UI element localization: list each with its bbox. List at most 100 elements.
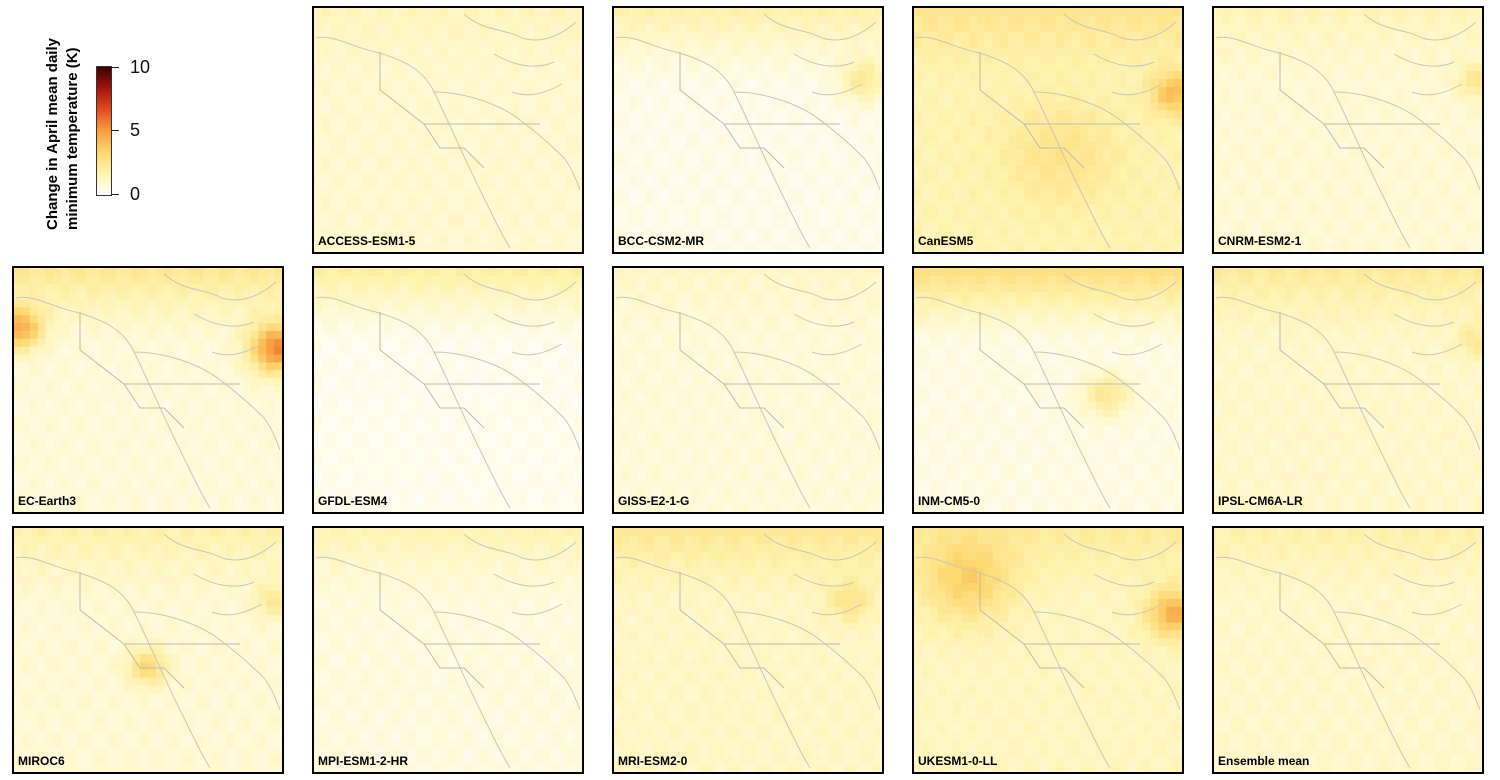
heatmap-cell xyxy=(1316,15,1325,25)
heatmap-cell xyxy=(1458,110,1467,119)
heatmap-cell xyxy=(1426,39,1436,48)
heatmap-cell xyxy=(345,196,355,206)
heatmap-cell xyxy=(187,323,196,332)
heatmap-cell xyxy=(953,31,962,41)
colorbar-tick-0 xyxy=(111,194,119,195)
heatmap-cell xyxy=(629,23,639,33)
heatmap-cell xyxy=(755,181,765,190)
heatmap-cell xyxy=(1103,157,1112,167)
heatmap-cell xyxy=(518,133,528,143)
heatmap-cell xyxy=(503,126,512,135)
heatmap-cell xyxy=(100,417,110,427)
heatmap-cell xyxy=(353,110,362,119)
heatmap-cell xyxy=(361,15,370,25)
heatmap-cell xyxy=(329,70,339,80)
heatmap-cell xyxy=(1055,212,1065,222)
heatmap-cell xyxy=(424,173,433,182)
heatmap-cell xyxy=(1340,63,1349,72)
heatmap-cell xyxy=(353,173,362,182)
heatmap-cell xyxy=(621,204,631,214)
heatmap-cell xyxy=(1142,94,1152,104)
heatmap-cell xyxy=(1395,118,1404,127)
heatmap-cell xyxy=(692,157,702,167)
heatmap-cell xyxy=(1063,86,1073,96)
heatmap-cell xyxy=(566,86,575,96)
heatmap-cell xyxy=(992,165,1002,174)
heatmap-cell xyxy=(1284,126,1294,135)
heatmap-cell xyxy=(1474,228,1482,237)
heatmap-cell xyxy=(132,378,141,387)
heatmap-cell xyxy=(77,433,86,442)
heatmap-cell xyxy=(1221,86,1231,96)
heatmap-cell xyxy=(45,354,55,364)
heatmap-cell xyxy=(187,409,196,419)
heatmap-cell xyxy=(984,133,994,143)
heatmap-cell xyxy=(242,299,252,308)
heatmap-cell xyxy=(140,323,149,332)
heatmap-cell xyxy=(1237,173,1247,182)
heatmap-cell xyxy=(661,8,670,17)
heatmap-cell xyxy=(669,23,678,33)
heatmap-cell xyxy=(69,299,78,308)
heatmap-cell xyxy=(1426,8,1436,17)
heatmap-cell xyxy=(771,220,781,229)
heatmap-cell xyxy=(684,102,694,111)
heatmap-cell xyxy=(179,330,189,340)
heatmap-cell xyxy=(977,63,986,72)
heatmap-cell xyxy=(977,78,986,88)
heatmap-cell xyxy=(242,330,252,340)
heatmap-cell xyxy=(969,133,978,143)
heatmap-cell xyxy=(684,220,694,229)
heatmap-cell xyxy=(1292,118,1302,127)
heatmap-cell xyxy=(984,31,994,41)
heatmap-cell xyxy=(1166,8,1175,17)
heatmap-cell xyxy=(629,126,639,135)
heatmap-cell xyxy=(1008,181,1018,190)
heatmap-cell xyxy=(700,133,710,143)
heatmap-cell xyxy=(842,204,852,214)
heatmap-cell xyxy=(1221,165,1231,174)
heatmap-cell xyxy=(1016,133,1025,143)
heatmap-cell xyxy=(518,228,528,237)
heatmap-cell xyxy=(748,173,757,182)
heatmap-cell xyxy=(732,236,741,245)
heatmap-cell xyxy=(384,15,394,25)
heatmap-cell xyxy=(1442,196,1452,206)
heatmap-cell xyxy=(921,94,931,104)
heatmap-cell xyxy=(471,149,481,159)
heatmap-cell xyxy=(211,307,220,316)
heatmap-cell xyxy=(803,181,812,190)
heatmap-cell xyxy=(432,165,441,174)
heatmap-cell xyxy=(1466,15,1475,25)
heatmap-cell xyxy=(1221,196,1231,206)
heatmap-cell xyxy=(1016,8,1025,17)
heatmap-cell xyxy=(1134,31,1144,41)
heatmap-cell xyxy=(534,63,544,72)
heatmap-cell xyxy=(1253,15,1262,25)
heatmap-cell xyxy=(92,425,102,434)
heatmap-cell xyxy=(818,173,828,182)
heatmap-cell xyxy=(621,86,631,96)
heatmap-cell xyxy=(1063,141,1073,151)
heatmap-cell xyxy=(440,149,449,159)
heatmap-cell xyxy=(69,417,78,427)
heatmap-cell xyxy=(203,386,212,395)
heatmap-cell xyxy=(1134,126,1144,135)
heatmap-cell xyxy=(700,220,710,229)
heatmap-cell xyxy=(621,236,631,245)
heatmap-cell xyxy=(858,102,867,111)
heatmap-cell xyxy=(518,157,528,167)
heatmap-cell xyxy=(874,212,882,222)
heatmap-cell xyxy=(203,268,212,277)
heatmap-cell xyxy=(1040,23,1049,33)
heatmap-cell xyxy=(992,189,1002,198)
heatmap-cell xyxy=(1442,189,1452,198)
heatmap-cell xyxy=(914,63,923,72)
heatmap-cell xyxy=(1434,173,1444,182)
heatmap-cell xyxy=(337,47,347,56)
heatmap-cell xyxy=(653,196,662,206)
heatmap-cell xyxy=(479,94,489,104)
heatmap-cell xyxy=(921,244,931,252)
heatmap-cell xyxy=(1450,244,1459,252)
heatmap-cell xyxy=(858,133,867,143)
